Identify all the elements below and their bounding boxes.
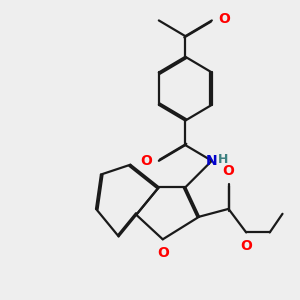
Text: O: O [157,246,169,260]
Text: O: O [240,239,252,253]
Text: O: O [219,12,230,26]
Text: H: H [218,153,228,166]
Text: N: N [206,154,218,168]
Text: O: O [223,164,235,178]
Text: O: O [140,154,152,168]
